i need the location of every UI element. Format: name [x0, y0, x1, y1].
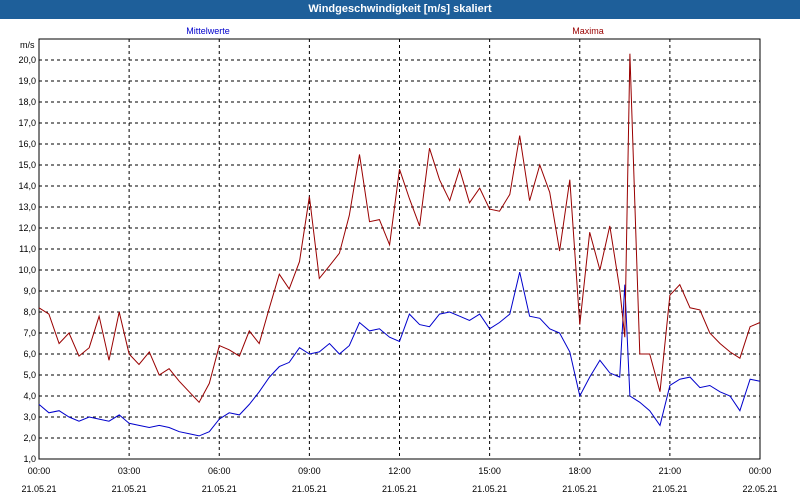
y-tick-label: 20,0	[18, 55, 36, 65]
y-tick-label: 4,0	[23, 391, 36, 401]
y-tick-label: 15,0	[18, 160, 36, 170]
x-tick-time: 18:00	[568, 466, 591, 476]
y-tick-label: 9,0	[23, 286, 36, 296]
y-tick-label: 13,0	[18, 202, 36, 212]
y-tick-label: 6,0	[23, 349, 36, 359]
x-tick-time: 15:00	[478, 466, 501, 476]
y-tick-label: 16,0	[18, 139, 36, 149]
y-tick-label: 3,0	[23, 412, 36, 422]
y-tick-label: 1,0	[23, 454, 36, 464]
axes	[38, 38, 761, 460]
x-tick-date: 21.05.21	[202, 484, 237, 494]
x-tick-date: 21.05.21	[652, 484, 687, 494]
x-tick-date: 21.05.21	[472, 484, 507, 494]
x-tick-time: 00:00	[749, 466, 772, 476]
x-tick-time: 06:00	[208, 466, 231, 476]
series-maxima-line	[38, 53, 761, 404]
plot-frame	[38, 38, 761, 460]
y-tick-label: 2,0	[23, 433, 36, 443]
chart-title: Windgeschwindigkeit [m/s] skaliert	[0, 0, 800, 19]
x-tick-date: 21.05.21	[112, 484, 147, 494]
legend-mittelwerte: Mittelwerte	[186, 26, 230, 36]
x-tick-time: 12:00	[388, 466, 411, 476]
y-tick-label: 14,0	[18, 181, 36, 191]
y-tick-label: 7,0	[23, 328, 36, 338]
grid	[39, 39, 760, 460]
y-tick-label: 10,0	[18, 265, 36, 275]
y-tick-label: 5,0	[23, 370, 36, 380]
x-tick-date: 21.05.21	[382, 484, 417, 494]
y-tick-label: 8,0	[23, 307, 36, 317]
x-tick-date: 22.05.21	[742, 484, 777, 494]
y-tick-label: 17,0	[18, 118, 36, 128]
y-tick-label: 19,0	[18, 76, 36, 86]
y-tick-label: 18,0	[18, 97, 36, 107]
x-tick-time: 21:00	[659, 466, 682, 476]
tick-labels: 1,0 2,0 3,0 4,0 5,0 6,0 7,0 8,0 9,0 10,0 11,0 12,0 1…	[18, 55, 777, 494]
x-tick-time: 09:00	[298, 466, 321, 476]
x-tick-date: 21.05.21	[292, 484, 327, 494]
y-tick-label: 11,0	[19, 244, 36, 254]
x-tick-date: 21.05.21	[562, 484, 597, 494]
legend-maxima: Maxima	[572, 26, 604, 36]
series	[38, 53, 761, 437]
wind-speed-chart: m/s Mittelwerte Maxima 1,0 2,0 3,0 4,0 5,0 6,…	[18, 26, 777, 494]
y-axis-label: m/s	[20, 40, 35, 50]
x-tick-time: 03:00	[118, 466, 141, 476]
y-tick-label: 12,0	[18, 223, 36, 233]
series-mittelwerte-line	[38, 271, 761, 437]
x-tick-time: 00:00	[28, 466, 51, 476]
x-tick-date: 21.05.21	[21, 484, 56, 494]
